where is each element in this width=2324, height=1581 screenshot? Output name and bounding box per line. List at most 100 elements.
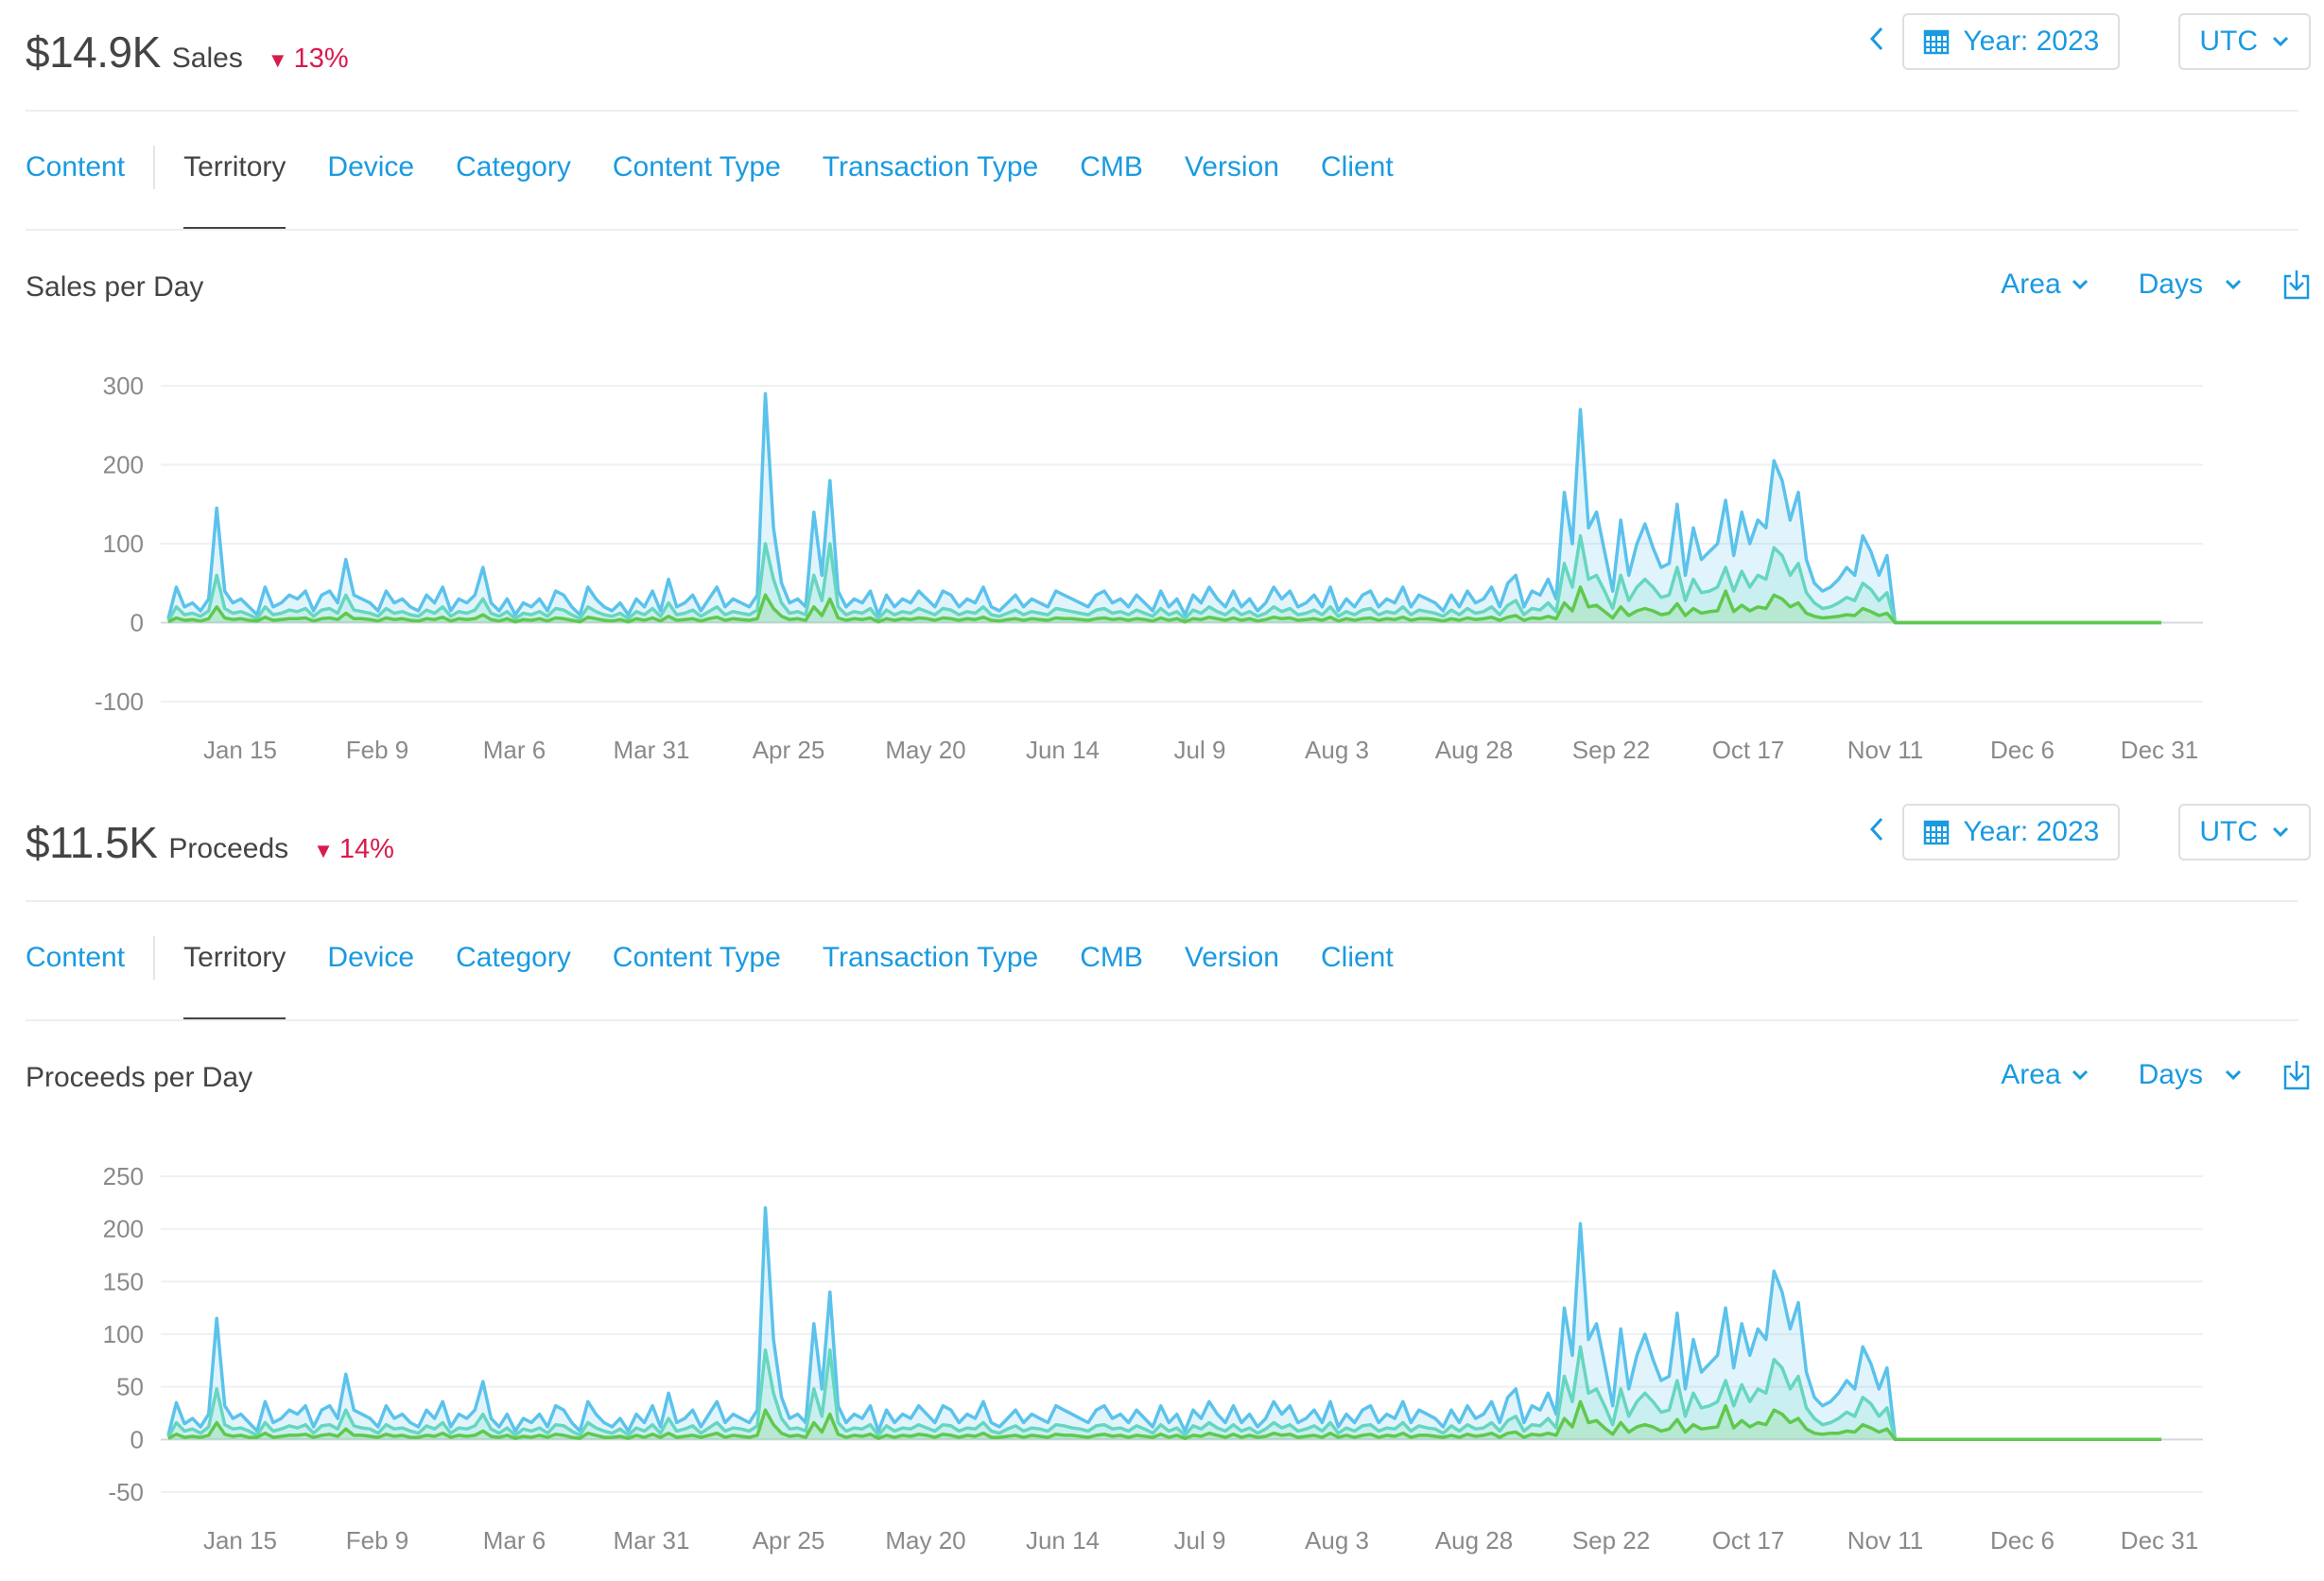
- tab-content-type[interactable]: Content Type: [612, 151, 781, 182]
- x-tick-label: Dec 6: [1990, 1526, 2055, 1555]
- chevron-down-icon: [2272, 36, 2289, 47]
- chart-controls: Area Days: [2001, 1059, 2311, 1091]
- y-tick-label: 100: [103, 530, 144, 558]
- chevron-down-icon: [2072, 279, 2088, 290]
- chart-type-dropdown[interactable]: Area: [2001, 1059, 2089, 1091]
- tab-category[interactable]: Category: [456, 942, 571, 973]
- x-tick-label: Mar 31: [614, 736, 690, 764]
- x-tick-label: Jul 9: [1174, 736, 1226, 764]
- chevron-left-icon[interactable]: [1868, 26, 1885, 58]
- chevron-left-icon[interactable]: [1868, 816, 1885, 848]
- series-area: [168, 1346, 2161, 1440]
- period-controls: Year: 2023 UTC: [1868, 804, 2311, 860]
- y-tick-label: 300: [103, 372, 144, 400]
- chevron-down-icon: [2225, 1069, 2242, 1081]
- y-tick-label: -100: [95, 687, 144, 716]
- x-tick-label: Dec 31: [2121, 1526, 2198, 1555]
- granularity-dropdown[interactable]: Days: [2139, 1059, 2243, 1091]
- series-line: [167, 1399, 2161, 1442]
- x-tick-label: May 20: [885, 736, 965, 764]
- dimension-tabs: Content Territory Device Category Conten…: [26, 146, 1435, 231]
- tab-client[interactable]: Client: [1320, 151, 1394, 182]
- period-controls: Year: 2023 UTC: [1868, 13, 2311, 70]
- divider: [26, 110, 2298, 112]
- tab-client[interactable]: Client: [1320, 942, 1394, 973]
- timezone-dropdown[interactable]: UTC: [2178, 13, 2311, 70]
- tab-separator: [153, 146, 156, 189]
- series-line: [166, 391, 2161, 625]
- y-tick-label: -50: [108, 1478, 144, 1506]
- x-tick-label: Aug 28: [1435, 736, 1513, 764]
- x-tick-label: Mar 6: [483, 1526, 546, 1555]
- granularity-label: Days: [2138, 1059, 2203, 1090]
- summary-delta: ▼ 13%: [268, 43, 349, 75]
- download-icon[interactable]: [2282, 269, 2311, 301]
- summary-delta: ▼ 14%: [313, 834, 394, 865]
- chart-type-label: Area: [2001, 1059, 2061, 1090]
- tab-territory[interactable]: Territory: [183, 151, 286, 231]
- tab-content[interactable]: Content: [26, 942, 126, 973]
- summary-delta-value: 14%: [338, 834, 394, 864]
- timezone-label: UTC: [2199, 816, 2258, 847]
- summary-metric: Sales: [171, 43, 243, 74]
- chart-controls: Area Days: [2001, 269, 2311, 301]
- x-tick-label: Apr 25: [753, 736, 825, 764]
- timezone-label: UTC: [2199, 26, 2258, 57]
- proceeds-area-chart: 250 200 150 100 50 0 -50 Jan 15 Feb 9 Mar 6 Mar 31…: [103, 1162, 2203, 1555]
- chevron-down-icon: [2272, 826, 2289, 838]
- year-selector-button[interactable]: Year: 2023: [1902, 13, 2121, 70]
- x-tick-label: Dec 31: [2121, 736, 2198, 764]
- year-selector-button[interactable]: Year: 2023: [1902, 804, 2121, 860]
- x-tick-label: Dec 6: [1990, 736, 2055, 764]
- tab-version[interactable]: Version: [1184, 151, 1279, 182]
- y-tick-label: 0: [130, 609, 144, 637]
- granularity-dropdown[interactable]: Days: [2139, 269, 2243, 301]
- y-tick-label: 150: [103, 1267, 144, 1295]
- tab-device[interactable]: Device: [327, 942, 415, 973]
- x-tick-label: Feb 9: [346, 1526, 409, 1555]
- granularity-label: Days: [2138, 269, 2203, 300]
- sales-summary: $14.9K Sales ▼ 13%: [26, 26, 349, 78]
- tab-device[interactable]: Device: [327, 151, 415, 182]
- series-line: [167, 585, 2161, 625]
- year-selector-label: Year: 2023: [1963, 26, 2100, 57]
- series-line: [166, 533, 2161, 625]
- tab-transaction-type[interactable]: Transaction Type: [822, 942, 1039, 973]
- y-tick-label: 100: [103, 1320, 144, 1348]
- y-tick-label: 250: [103, 1162, 144, 1190]
- divider: [26, 229, 2298, 231]
- timezone-dropdown[interactable]: UTC: [2178, 804, 2311, 860]
- x-tick-label: Jun 14: [1026, 736, 1100, 764]
- chevron-down-icon: [2072, 1069, 2088, 1081]
- tab-cmb[interactable]: CMB: [1080, 151, 1143, 182]
- x-tick-label: May 20: [885, 1526, 965, 1555]
- tab-category[interactable]: Category: [456, 151, 571, 182]
- x-tick-label: Apr 25: [753, 1526, 825, 1555]
- series-area: [168, 535, 2161, 623]
- summary-metric: Proceeds: [168, 833, 289, 864]
- x-tick-label: Jun 14: [1026, 1526, 1100, 1555]
- x-tick-label: Aug 28: [1435, 1526, 1513, 1555]
- y-tick-label: 50: [116, 1373, 144, 1401]
- x-tick-label: Mar 6: [483, 736, 546, 764]
- series-line: [166, 1345, 2161, 1442]
- tab-content[interactable]: Content: [26, 151, 126, 182]
- tab-cmb[interactable]: CMB: [1080, 942, 1143, 973]
- chart-type-label: Area: [2001, 269, 2061, 300]
- x-tick-label: Nov 11: [1847, 736, 1923, 764]
- x-tick-label: Jan 15: [203, 736, 277, 764]
- x-tick-label: Feb 9: [346, 736, 409, 764]
- calendar-icon: [1924, 820, 1950, 845]
- tab-territory[interactable]: Territory: [183, 942, 286, 1021]
- chart-type-dropdown[interactable]: Area: [2001, 269, 2089, 301]
- chevron-down-icon: [2225, 279, 2242, 290]
- sales-section: $14.9K Sales ▼ 13% Year: 2023 UTC Conten…: [0, 0, 2324, 790]
- divider: [26, 1019, 2298, 1021]
- proceeds-section: $11.5K Proceeds ▼ 14% Year: 2023 UTC Con…: [0, 790, 2324, 1581]
- tab-content-type[interactable]: Content Type: [612, 942, 781, 973]
- tab-version[interactable]: Version: [1184, 942, 1279, 973]
- x-tick-label: Aug 3: [1305, 1526, 1369, 1555]
- download-icon[interactable]: [2282, 1059, 2311, 1091]
- down-triangle-icon: ▼: [313, 839, 334, 862]
- tab-transaction-type[interactable]: Transaction Type: [822, 151, 1039, 182]
